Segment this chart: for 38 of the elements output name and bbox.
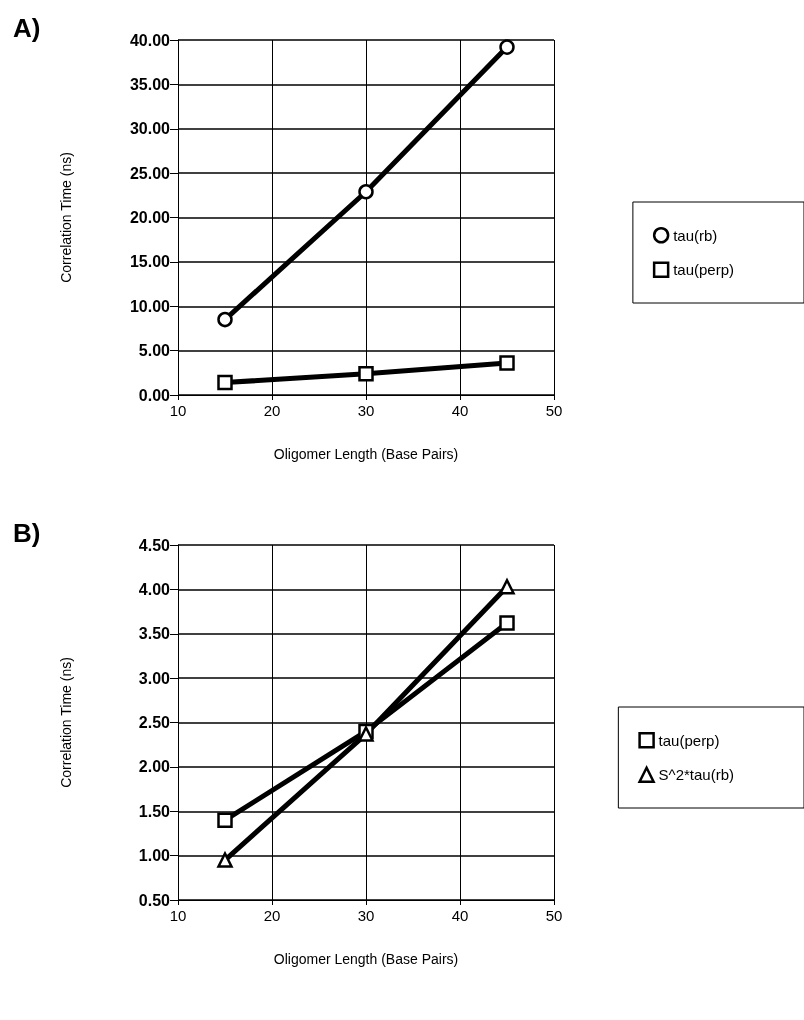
y-tick-label: 25.00: [129, 164, 171, 182]
y-tick-label: 10.00: [129, 297, 171, 315]
legend-label: tau(perp): [673, 261, 735, 279]
x-tick-label: 40: [451, 907, 469, 924]
x-tick-label: 20: [263, 907, 281, 924]
x-tick-label: 30: [357, 907, 375, 924]
y-tick-label: 40.00: [129, 31, 171, 49]
y-tick-label: 15.00: [129, 253, 171, 271]
chart-title: B): [13, 518, 41, 548]
y-axis-title: Correlation Time (ns): [58, 657, 74, 788]
y-tick-label: 2.50: [138, 714, 171, 731]
y-tick-label: 35.00: [129, 75, 171, 93]
y-tick-label: 4.00: [138, 580, 171, 598]
y-tick-label: 1.50: [138, 802, 171, 820]
y-tick-label: 0.50: [138, 891, 171, 909]
y-tick-label: 30.00: [129, 120, 171, 138]
y-axis-title: Correlation Time (ns): [58, 152, 74, 283]
y-tick-label: 4.50: [138, 536, 171, 554]
y-tick-label: 3.50: [138, 625, 171, 643]
chart-title: A): [13, 13, 41, 43]
y-tick-label: 3.00: [138, 669, 171, 687]
legend-label: tau(rb): [673, 226, 718, 244]
x-tick-label: 20: [263, 402, 281, 419]
x-tick-label: 50: [545, 402, 563, 419]
y-tick-label: 0.00: [138, 386, 171, 404]
x-tick-label: 30: [357, 402, 375, 419]
legend-label: tau(perp): [658, 731, 720, 749]
y-tick-label: 20.00: [129, 209, 171, 226]
x-axis-title: Oligomer Length (Base Pairs): [273, 951, 459, 967]
y-tick-label: 1.00: [138, 847, 171, 865]
legend-label: S^2*tau(rb): [658, 766, 734, 784]
x-tick-label: 40: [451, 402, 469, 419]
x-axis-title: Oligomer Length (Base Pairs): [273, 446, 459, 462]
x-tick-label: 10: [169, 402, 187, 419]
x-tick-label: 50: [545, 907, 563, 924]
y-tick-label: 5.00: [138, 342, 171, 360]
x-tick-label: 10: [169, 907, 187, 924]
y-tick-label: 2.00: [138, 758, 171, 776]
